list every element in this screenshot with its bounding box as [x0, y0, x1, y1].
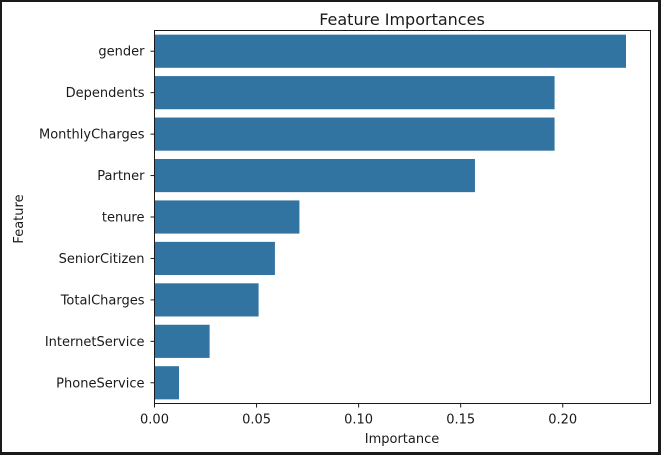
y-tick-label-gender: gender: [98, 45, 145, 60]
y-ticks-group: gender Dependents MonthlyCharges Partner ten…: [39, 45, 155, 391]
y-tick-label-dependents: Dependents: [66, 86, 145, 101]
y-tick-label-seniorcitizen: SeniorCitizen: [59, 252, 145, 267]
bar-internetservice: [154, 324, 210, 358]
bar-phoneservice: [154, 366, 179, 400]
x-tick-label: 0.10: [344, 413, 373, 428]
y-tick-label-tenure: tenure: [102, 211, 145, 226]
y-tick-label-totalcharges: TotalCharges: [60, 293, 145, 308]
x-tick-label: 0.05: [242, 413, 271, 428]
y-tick-label-monthlycharges: MonthlyCharges: [39, 128, 145, 143]
bars-group: [154, 34, 627, 400]
y-tick-label-internetservice: InternetService: [45, 335, 145, 350]
bar-totalcharges: [154, 283, 259, 317]
x-tick-label: 0.20: [548, 413, 577, 428]
x-tick-label: 0.15: [446, 413, 475, 428]
x-ticks-group: 0.00 0.05 0.10 0.15 0.20: [140, 403, 577, 428]
bar-seniorcitizen: [154, 241, 275, 276]
x-tick-label: 0.00: [140, 413, 169, 428]
y-tick-label-partner: Partner: [97, 169, 145, 184]
chart-title: Feature Importances: [319, 10, 485, 29]
x-axis-title: Importance: [365, 432, 440, 447]
bar-monthlycharges: [154, 117, 555, 151]
bar-dependents: [154, 76, 555, 110]
y-tick-label-phoneservice: PhoneService: [56, 376, 144, 391]
bar-tenure: [154, 200, 300, 234]
y-axis-title: Feature: [12, 194, 27, 243]
bar-gender: [154, 34, 627, 68]
bar-partner: [154, 158, 475, 193]
plot-area-frame: [154, 30, 651, 404]
